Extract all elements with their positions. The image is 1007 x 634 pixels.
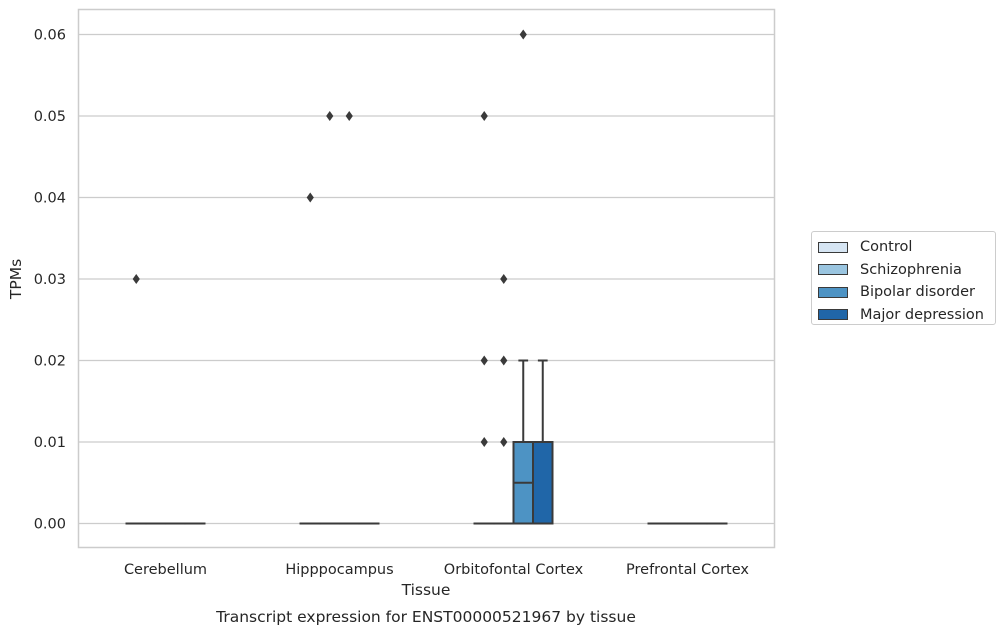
outlier-point: [500, 437, 508, 447]
y-tick-label: 0.01: [34, 435, 66, 451]
y-tick-label: 0.00: [34, 517, 66, 533]
outlier-point: [326, 111, 334, 121]
outlier-point: [132, 274, 140, 284]
legend-label: Schizophrenia: [860, 261, 962, 278]
legend-swatch: [818, 241, 848, 253]
legend-swatch: [818, 264, 848, 276]
x-tick-label: Hipppocampus: [285, 562, 393, 578]
y-tick-label: 0.06: [34, 28, 66, 44]
y-tick-label: 0.04: [34, 191, 66, 207]
legend-label: Bipolar disorder: [860, 284, 975, 301]
outlier-point: [519, 29, 527, 40]
legend-item: Control: [818, 236, 989, 259]
x-tick-label: Cerebellum: [124, 562, 207, 578]
outlier-point: [480, 355, 488, 366]
legend-item: Schizophrenia: [818, 259, 989, 282]
x-tick-label: Orbitofontal Cortex: [444, 562, 584, 578]
y-tick-labels: 0.00 0.01 0.02 0.03 0.04 0.05 0.06: [34, 28, 66, 533]
outlier-point: [306, 192, 314, 203]
outlier-point: [345, 111, 353, 121]
box-rect: [532, 441, 554, 525]
box-bipolar-disorder-2: [512, 359, 534, 525]
y-tick-label: 0.02: [34, 354, 66, 370]
y-tick-label: 0.05: [34, 109, 66, 125]
outlier-point: [480, 111, 488, 121]
legend-item: Major depression: [818, 304, 989, 327]
legend-swatch: [818, 286, 848, 298]
x-tick-labels: Cerebellum Hipppocampus Orbitofontal Corte…: [124, 562, 749, 578]
boxes: [125, 359, 728, 525]
legend-label: Major depression: [860, 306, 984, 323]
box-major-depression-2: [532, 359, 554, 525]
outlier-point: [500, 355, 508, 366]
outlier-point: [480, 437, 488, 447]
x-axis-title: Tissue: [401, 581, 451, 599]
legend-swatch: [818, 309, 848, 321]
legend: Control Schizophrenia Bipolar disorder Majo…: [811, 231, 996, 325]
outliers: [132, 29, 527, 447]
chart-caption: Transcript expression for ENST0000052196…: [215, 608, 636, 626]
plot-area-frame: [77, 8, 776, 549]
legend-label: Control: [860, 239, 913, 256]
y-tick-label: 0.03: [34, 272, 66, 288]
gridlines: [78, 33, 775, 525]
y-axis-title: TPMs: [7, 259, 25, 300]
x-tick-label: Prefrontal Cortex: [626, 562, 749, 578]
outlier-point: [500, 274, 508, 284]
legend-item: Bipolar disorder: [818, 281, 989, 304]
